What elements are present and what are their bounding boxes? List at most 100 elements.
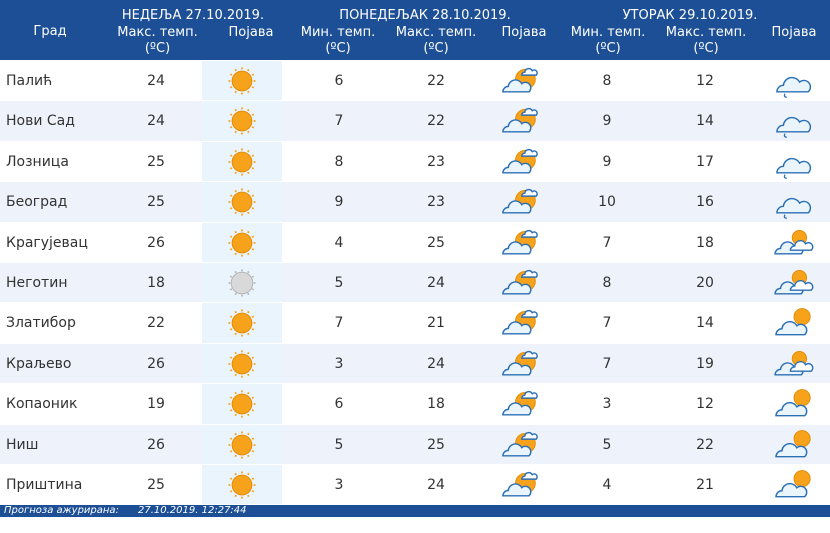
partly-cloudy-icon: [496, 225, 544, 261]
day1-max-temp: 26: [147, 436, 165, 453]
update-timestamp: 27.10.2019. 12:27:44: [138, 505, 247, 516]
day1-max-label: Макс. темп.: [117, 25, 198, 40]
day1-max-temp: 19: [147, 396, 165, 413]
day2-min-temp: 6: [334, 396, 344, 413]
partly-cloudy-icon: [496, 265, 544, 301]
day2-max-temp: 18: [427, 396, 445, 413]
sun-icon: [202, 182, 282, 222]
sun-icon: [202, 141, 282, 182]
day3-max-temp: 19: [696, 355, 714, 372]
day3-min-label: Мин. темп.: [570, 25, 646, 40]
sun-icon: [202, 424, 282, 464]
sun-icon: [202, 343, 282, 384]
partly-cloudy-icon: [496, 386, 544, 422]
city-name: Нови Сад: [6, 113, 75, 130]
sun-icon: [202, 384, 282, 424]
day3-date: УТОРАК 29.10.2019.: [622, 8, 758, 23]
cloud-sun-icon: [770, 305, 818, 341]
day3-min-temp: 8: [602, 73, 612, 89]
day1-max-temp: 25: [147, 153, 165, 170]
sun-icon: [202, 222, 282, 262]
day3-min-temp: 7: [602, 234, 612, 251]
cloud-sun-icon: [770, 467, 818, 503]
day3-min-temp: 5: [602, 436, 612, 453]
rain-cloud-icon: [770, 63, 818, 99]
day1-max-temp: 26: [147, 355, 165, 372]
day2-date: ПОНЕДЕЉАК 28.10.2019.: [339, 8, 511, 23]
day1-max-temp: 24: [147, 113, 165, 130]
day3-max-temp: 20: [696, 275, 714, 291]
table-row: [0, 61, 830, 101]
day2-min-temp: 3: [334, 477, 344, 493]
table-row: [0, 303, 830, 343]
city-name: Београд: [6, 194, 68, 211]
cloud-sun-icon: [770, 427, 818, 463]
update-footer: Прогноза ажурирана: 27.10.2019. 12:27:44: [0, 505, 830, 517]
rain-cloud-icon: [770, 103, 818, 139]
city-name: Копаоник: [6, 396, 78, 413]
day2-max-temp: 23: [427, 194, 445, 211]
day2-min-unit: (ºC): [325, 41, 351, 56]
sun-icon: [202, 61, 282, 101]
sun-icon: [202, 303, 282, 343]
city-name: Палић: [6, 73, 53, 89]
day3-phenomenon-label: Појава: [771, 25, 817, 40]
day2-max-temp: 22: [427, 73, 445, 89]
table-row: [0, 222, 830, 262]
city-name: Златибор: [6, 315, 76, 332]
sun-icon: [202, 101, 282, 141]
partly-cloudy-icon: [496, 63, 544, 99]
day3-min-temp: 8: [602, 275, 612, 291]
city-column-header: Град: [33, 24, 67, 39]
day2-max-temp: 21: [427, 315, 445, 332]
cloudy-sun-icon: [770, 265, 818, 301]
day3-max-temp: 14: [696, 315, 714, 332]
partly-cloudy-icon: [496, 184, 544, 220]
day2-min-temp: 5: [334, 275, 344, 291]
table-row: [0, 101, 830, 141]
day3-max-temp: 16: [696, 194, 714, 211]
day3-max-temp: 12: [696, 396, 714, 413]
partly-cloudy-icon: [496, 144, 544, 180]
sun-icon: [202, 465, 282, 505]
hazy-sun-icon: [202, 263, 282, 303]
table-row: [0, 182, 830, 222]
forecast-header: Град НЕДЕЉА 27.10.2019. Макс. темп. (ºC)…: [0, 0, 830, 60]
day3-min-unit: (ºC): [595, 41, 621, 56]
city-name: Ниш: [6, 436, 39, 453]
city-name: Краљево: [6, 355, 72, 372]
day2-max-temp: 24: [427, 355, 445, 372]
day3-min-temp: 9: [602, 113, 612, 130]
partly-cloudy-icon: [496, 427, 544, 463]
day3-max-unit: (ºC): [693, 41, 719, 56]
day3-max-temp: 14: [696, 113, 714, 130]
rain-cloud-icon: [770, 184, 818, 220]
day1-max-temp: 18: [147, 275, 165, 291]
day3-max-temp: 18: [696, 234, 714, 251]
day3-min-temp: 7: [602, 315, 612, 332]
day2-max-temp: 22: [427, 113, 445, 130]
table-row: [0, 343, 830, 384]
day2-min-temp: 6: [334, 73, 344, 89]
day3-min-temp: 3: [602, 396, 612, 413]
update-label: Прогноза ажурирана:: [4, 505, 119, 516]
table-row: [0, 424, 830, 464]
rain-cloud-icon: [770, 144, 818, 180]
table-row: [0, 263, 830, 303]
cloudy-sun-icon: [770, 346, 818, 382]
day1-max-temp: 25: [147, 194, 165, 211]
day3-max-temp: 21: [696, 477, 714, 493]
day3-max-temp: 17: [696, 153, 714, 170]
day1-max-temp: 24: [147, 73, 165, 89]
partly-cloudy-icon: [496, 346, 544, 382]
city-name: Лозница: [6, 153, 69, 170]
day1-max-temp: 25: [147, 477, 165, 493]
day2-min-temp: 4: [334, 234, 344, 251]
city-name: Неготин: [6, 275, 68, 291]
day2-max-temp: 25: [427, 436, 445, 453]
day3-min-temp: 10: [598, 194, 616, 211]
day2-max-label: Макс. темп.: [395, 25, 477, 40]
city-name: Крагујевац: [6, 234, 88, 251]
day2-max-temp: 24: [427, 275, 445, 291]
day1-phenomenon-label: Појава: [228, 25, 274, 40]
